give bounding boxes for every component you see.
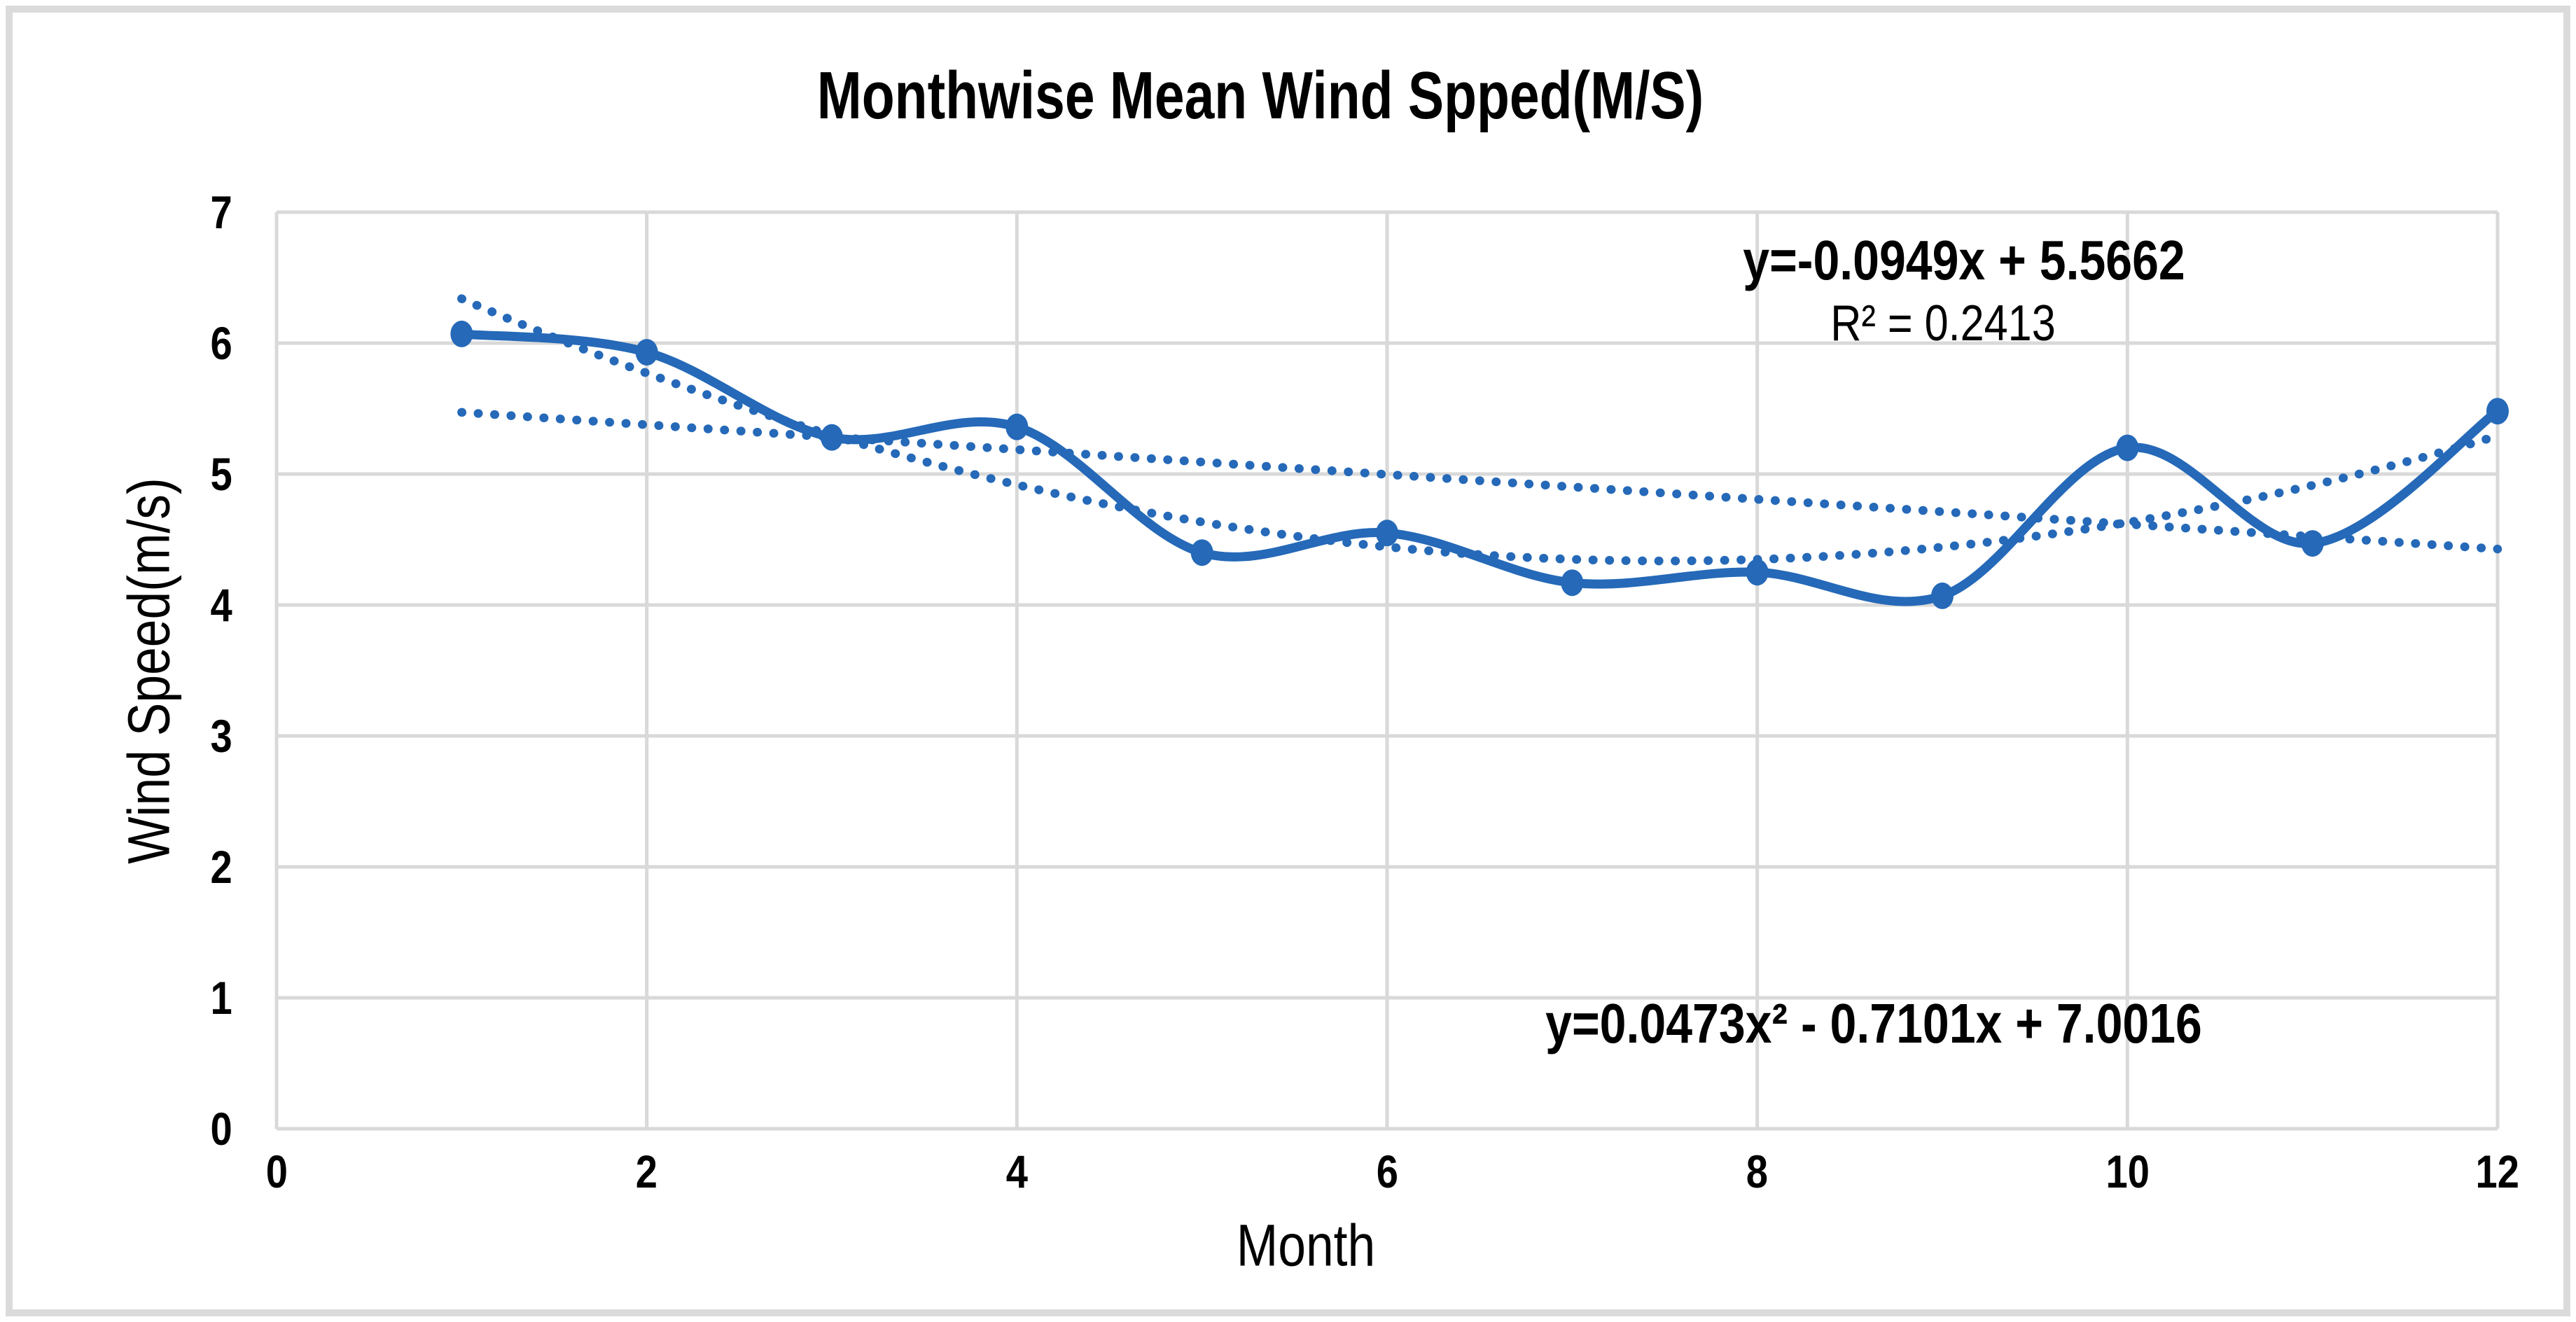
x-axis-title: Month <box>1224 1212 1387 1280</box>
y-axis-tick-label: 2 <box>92 840 232 893</box>
series-marker <box>2301 530 2324 557</box>
x-axis-title-text: Month <box>1236 1212 1376 1279</box>
trendline-linear <box>457 408 2502 554</box>
y-axis-tick-label-text: 2 <box>210 841 232 893</box>
x-axis-tick-label-text: 4 <box>1005 1146 1028 1197</box>
y-axis-tick-label-text: 6 <box>210 317 232 369</box>
y-axis-tick-label: 4 <box>92 578 232 632</box>
series-line <box>457 329 2502 606</box>
y-axis-tick-label-text: 4 <box>210 579 232 631</box>
y-axis-title: Wind Speed(m/s) <box>116 444 183 898</box>
y-axis-tick-label-text: 0 <box>210 1103 232 1155</box>
x-axis-tick-label: 12 <box>2428 1145 2568 1198</box>
x-axis-tick-label: 4 <box>947 1145 1087 1198</box>
y-axis-tick-label-text: 7 <box>210 186 232 238</box>
series-marker <box>1561 569 1584 597</box>
x-axis-tick-label-text: 10 <box>2105 1146 2150 1197</box>
x-axis-tick-label: 10 <box>2057 1145 2197 1198</box>
series-marker <box>635 339 658 366</box>
y-axis-title-text: Wind Speed(m/s) <box>116 478 182 864</box>
series-marker <box>1746 559 1769 586</box>
y-axis-tick-label: 1 <box>92 971 232 1024</box>
x-axis-tick-label-text: 12 <box>2475 1146 2520 1197</box>
series-marker <box>1190 539 1213 566</box>
linear-trendline-r2-text: R² = 0.2413 <box>1830 295 2056 352</box>
x-axis-tick-label: 8 <box>1687 1145 1827 1198</box>
linear-trendline-equation-text: y=-0.0949x + 5.5662 <box>1743 229 2185 291</box>
y-axis-tick-label: 5 <box>92 447 232 501</box>
series-marker <box>2116 434 2139 461</box>
y-axis-tick-label: 7 <box>92 186 232 239</box>
linear-trendline-r2: R² = 0.2413 <box>1811 295 2075 352</box>
series-marker <box>450 320 473 347</box>
x-axis-tick-label: 6 <box>1317 1145 1457 1198</box>
y-axis-tick-label-text: 1 <box>210 972 232 1024</box>
x-axis-tick-label: 0 <box>207 1145 347 1198</box>
series-marker <box>1376 520 1398 547</box>
series-marker <box>2486 398 2509 425</box>
polynomial-trendline-equation-text: y=0.0473x² - 0.7101x + 7.0016 <box>1545 992 2202 1055</box>
polynomial-trendline-equation: y=0.0473x² - 0.7101x + 7.0016 <box>1487 992 2260 1056</box>
trendline-polynomial <box>457 294 2502 566</box>
x-axis-tick-label-text: 6 <box>1376 1146 1398 1197</box>
series-marker <box>1005 413 1029 440</box>
y-axis-tick-label: 6 <box>92 316 232 370</box>
y-axis-tick-label: 0 <box>92 1102 232 1155</box>
series-marker <box>1931 582 1954 609</box>
x-axis-tick-label: 2 <box>577 1145 717 1198</box>
linear-trendline-equation: y=-0.0949x + 5.5662 <box>1704 228 2225 293</box>
y-axis-tick-label: 3 <box>92 709 232 763</box>
chart-title: Monthwise Mean Wind Spped(M/S) <box>706 57 1814 134</box>
chart-title-text: Monthwise Mean Wind Spped(M/S) <box>816 58 1704 133</box>
chart-frame-border <box>6 6 2570 1316</box>
x-axis-tick-label-text: 8 <box>1746 1146 1769 1197</box>
y-axis-tick-label-text: 3 <box>210 710 232 762</box>
series-marker <box>821 424 843 451</box>
x-axis-tick-label-text: 2 <box>636 1146 658 1197</box>
x-axis-tick-label-text: 0 <box>265 1146 288 1197</box>
y-axis-tick-label-text: 5 <box>210 448 232 500</box>
